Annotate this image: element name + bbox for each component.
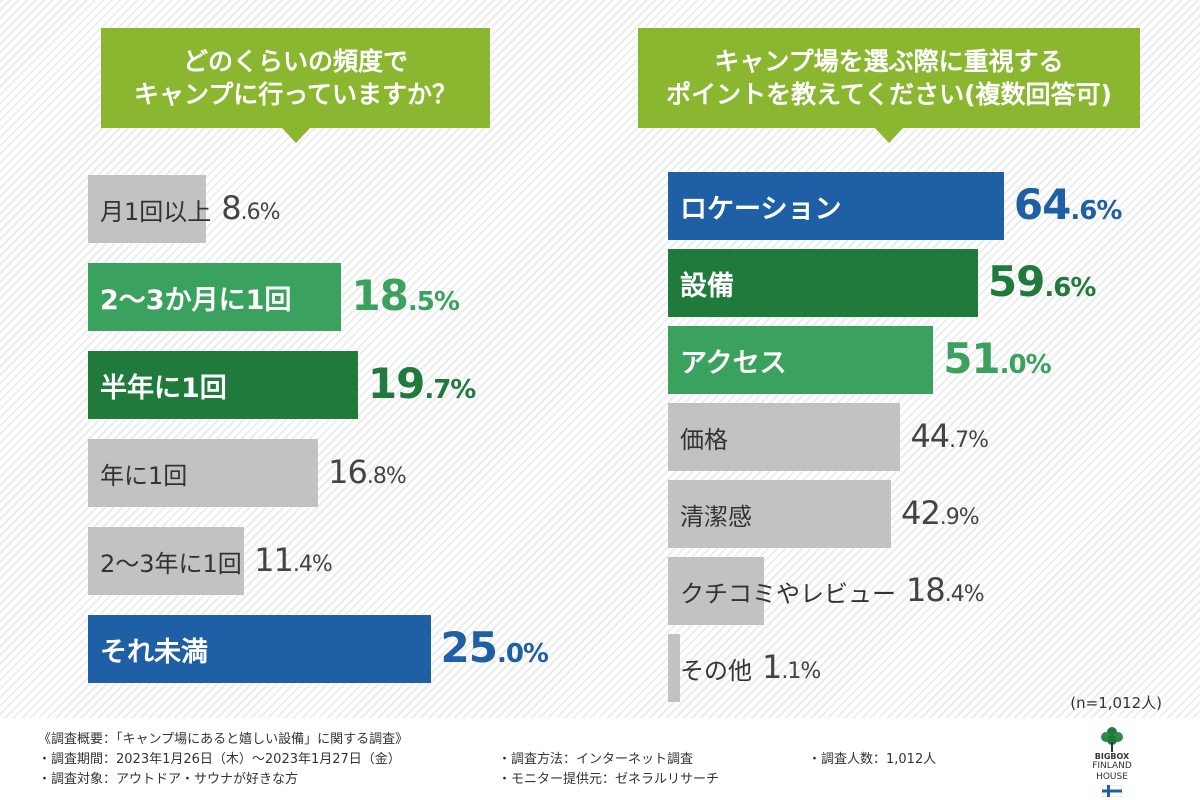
priority-question-line-2: ポイントを教えてください(複数回答可): [666, 80, 1112, 109]
bigbox-finland-house-logo: BIGBOX FINLAND HOUSE: [1076, 726, 1148, 797]
survey-count: ・調査人数：1,012人: [808, 752, 937, 767]
bar-4: [668, 480, 892, 548]
bar-0: [668, 172, 1004, 240]
bar-label-5: それ未満: [100, 636, 208, 668]
logo-bigbox-text: BIGBOX: [1094, 752, 1130, 761]
bar-6: [668, 634, 680, 702]
bar-5: [668, 557, 764, 625]
value-label-2: 51.0%: [943, 334, 1051, 383]
survey-period: ・調査期間：2023年1月26日（木）～2023年1月27日（金）: [38, 752, 401, 767]
value-label-5: 25.0%: [440, 623, 549, 672]
frequency-question-line-2: キャンプに行っていますか？: [133, 80, 457, 109]
value-label-1: 18.5%: [351, 271, 459, 320]
value-label-2: 19.7%: [367, 359, 476, 408]
bar-label-4: 2～3年に1回: [100, 549, 242, 578]
value-label-3: 16.8%: [328, 453, 407, 491]
bar-label-1: 設備: [680, 270, 734, 302]
bar-3: [668, 403, 901, 471]
value-label-1: 59.6%: [987, 257, 1096, 306]
value-label-6: 1.1%: [762, 648, 821, 686]
bar-2: [668, 326, 934, 394]
survey-footer: 《調査概要：「キャンプ場にあると嬉しい設備」に関する調査》 ・調査期間：2023…: [0, 718, 1200, 800]
survey-summary-title: 《調査概要：「キャンプ場にあると嬉しい設備」に関する調査》: [38, 732, 409, 747]
bar-label-3: 年に1回: [100, 461, 188, 490]
bar-label-2: 半年に1回: [100, 372, 227, 404]
bar-label-1: 2～3か月に1回: [100, 284, 292, 316]
logo-finland-house-text: FINLAND HOUSE: [1092, 761, 1132, 782]
bar-label-4: 清潔感: [680, 502, 752, 531]
survey-method: ・調査方法：インターネット調査: [498, 752, 694, 767]
bar-1: [88, 263, 342, 331]
survey-target: ・調査対象：アウトドア・サウナが好きな方: [38, 772, 299, 787]
value-label-3: 44.7%: [910, 417, 989, 455]
bar-label-3: 価格: [680, 425, 728, 454]
bar-label-0: 月1回以上: [100, 197, 212, 226]
value-label-4: 11.4%: [254, 541, 333, 579]
bar-0: [88, 175, 206, 243]
bar-3: [88, 439, 319, 507]
bar-label-2: アクセス: [680, 347, 787, 379]
frequency-question-bubble: どのくらいの頻度で キャンプに行っていますか？: [101, 28, 490, 143]
bar-1: [668, 249, 978, 317]
value-label-0: 8.6%: [221, 189, 280, 227]
tree-logo-icon: [1101, 727, 1123, 752]
value-label-0: 64.6%: [1013, 180, 1122, 229]
frequency-question-line-1: どのくらいの頻度で: [182, 47, 408, 76]
bar-4: [88, 527, 245, 595]
bar-label-0: ロケーション: [680, 193, 842, 225]
priority-question-bubble: キャンプ場を選ぶ際に重視する ポイントを教えてください(複数回答可): [638, 28, 1140, 143]
bar-label-6: その他: [680, 656, 752, 685]
priority-question-line-1: キャンプ場を選ぶ際に重視する: [714, 47, 1064, 76]
survey-provider: ・モニター提供元：ゼネラルリサーチ: [498, 772, 720, 787]
value-label-5: 18.4%: [906, 571, 985, 609]
bar-label-5: クチコミやレビュー: [680, 579, 896, 608]
bar-2: [88, 351, 358, 419]
finland-flag-icon: [1102, 785, 1122, 797]
value-label-4: 42.9%: [901, 494, 980, 532]
bar-5: [88, 615, 431, 683]
sample-size-note: (n=1,012人): [1070, 694, 1162, 712]
